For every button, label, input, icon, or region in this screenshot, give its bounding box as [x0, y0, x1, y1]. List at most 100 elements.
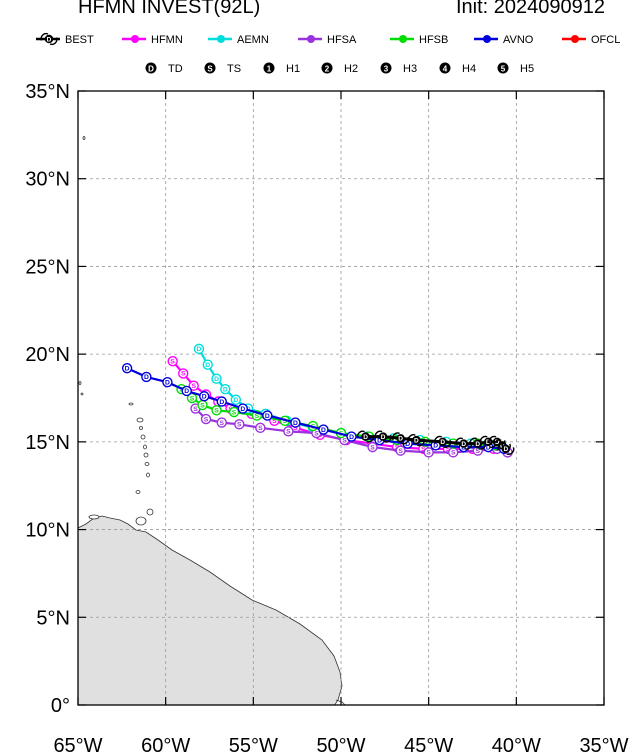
track-point: D — [202, 359, 213, 370]
legend-intensity-h5: 5 H5 — [497, 62, 534, 75]
svg-text:S: S — [446, 446, 451, 453]
island — [146, 472, 150, 478]
intensity-symbol: 3 — [384, 65, 389, 74]
svg-text:D: D — [363, 434, 368, 441]
track-point: D — [455, 437, 473, 450]
island — [146, 508, 154, 516]
legend-label: H3 — [403, 63, 417, 75]
svg-text:D: D — [461, 444, 466, 451]
svg-text:D: D — [503, 446, 508, 453]
svg-text:S: S — [237, 422, 242, 429]
track-point: D — [374, 430, 392, 443]
svg-text:S: S — [181, 371, 186, 378]
svg-text:S: S — [272, 418, 277, 425]
intensity-symbol: 5 — [501, 65, 506, 74]
track-point: S — [197, 399, 208, 411]
lat-tick-label: 10°N — [25, 520, 70, 542]
track-point: D — [141, 371, 152, 383]
land-layer — [78, 136, 346, 705]
legend-label: H1 — [286, 63, 300, 75]
track-point: S — [228, 406, 240, 418]
svg-text:D: D — [405, 441, 410, 448]
init-time: Init: 2024090912 — [455, 0, 605, 18]
svg-text:S: S — [193, 406, 198, 413]
legend-item-aemn: AEMN — [208, 34, 269, 46]
legend-item-hfsa: HFSA — [298, 34, 357, 46]
svg-text:S: S — [191, 383, 196, 390]
svg-text:D: D — [293, 420, 298, 427]
track-point: D — [434, 435, 452, 448]
legend-label: H4 — [462, 63, 476, 75]
svg-text:S: S — [370, 444, 375, 451]
track-point: D — [392, 432, 410, 445]
track-point: D — [211, 373, 222, 384]
track-point: S — [255, 422, 266, 434]
svg-text:D: D — [486, 439, 491, 446]
track-point: S — [423, 447, 434, 458]
svg-text:D: D — [202, 393, 207, 400]
svg-text:D: D — [377, 437, 382, 444]
svg-text:D: D — [184, 388, 189, 395]
svg-text:D: D — [205, 362, 210, 369]
svg-text:D: D — [197, 346, 202, 353]
track-point: D — [199, 391, 210, 402]
svg-text:D: D — [398, 436, 403, 443]
svg-text:S: S — [314, 430, 319, 437]
legend-intensity-h3: 3 H3 — [380, 62, 417, 75]
island — [78, 381, 82, 385]
track-point: D — [193, 343, 205, 355]
legend-label: OFCL — [591, 34, 620, 46]
track-point: S — [234, 419, 245, 430]
island — [140, 434, 146, 440]
legend-item-ofcl: OFCL — [562, 34, 620, 46]
svg-text:D: D — [495, 439, 500, 446]
legend-intensity-h4: 4 H4 — [439, 62, 476, 75]
svg-text:D: D — [240, 406, 245, 413]
lon-tick-label: 45°W — [404, 735, 453, 755]
svg-text:D: D — [349, 434, 354, 441]
track-point: S — [395, 445, 406, 456]
track-point: D — [216, 396, 227, 407]
track-point: D — [290, 417, 301, 428]
lon-tick-label: 40°W — [492, 735, 541, 755]
svg-text:D: D — [321, 427, 326, 434]
legend-label: AEMN — [237, 34, 269, 46]
legend-label: HFSA — [327, 34, 357, 46]
track-point: D — [181, 385, 192, 397]
lon-tick-label: 65°W — [53, 735, 102, 755]
island — [143, 444, 147, 450]
chart-title: HFMN INVEST(92L) — [78, 0, 261, 18]
legend-label: HFSB — [419, 34, 448, 46]
south-america-coast — [78, 515, 343, 705]
svg-text:S: S — [283, 418, 288, 425]
island — [144, 462, 150, 466]
track-point: S — [167, 355, 178, 367]
svg-text:S: S — [493, 443, 498, 450]
lat-tick-label: 20°N — [25, 344, 70, 366]
svg-text:S: S — [255, 413, 260, 420]
svg-text:S: S — [423, 439, 428, 446]
intensity-symbol: D — [148, 65, 154, 74]
lat-tick-label: 0° — [51, 695, 70, 717]
track-point: D — [262, 410, 273, 421]
track-point: S — [188, 380, 199, 391]
legend-label: H5 — [520, 63, 534, 75]
svg-text:D: D — [223, 386, 228, 393]
svg-text:S: S — [476, 448, 481, 455]
lon-tick-label: 55°W — [229, 735, 278, 755]
svg-text:D: D — [125, 365, 130, 372]
lon-tick-label: 50°W — [316, 735, 365, 755]
svg-text:S: S — [398, 448, 403, 455]
legend-label: TS — [227, 63, 241, 75]
legend-item-hfsb: HFSB — [390, 34, 448, 46]
legend: D BEST HFMN AEMN HFSA HFSB AVNO OFCL D TD S TS 1 H1 2 H… — [36, 32, 620, 75]
track-point: S — [211, 405, 222, 416]
legend-label: AVNO — [503, 34, 534, 46]
svg-text:D: D — [144, 374, 149, 381]
track-point: D — [318, 424, 329, 435]
track-point: D — [237, 403, 249, 414]
svg-text:D: D — [500, 443, 505, 450]
svg-text:D: D — [475, 441, 480, 448]
island — [136, 417, 144, 423]
